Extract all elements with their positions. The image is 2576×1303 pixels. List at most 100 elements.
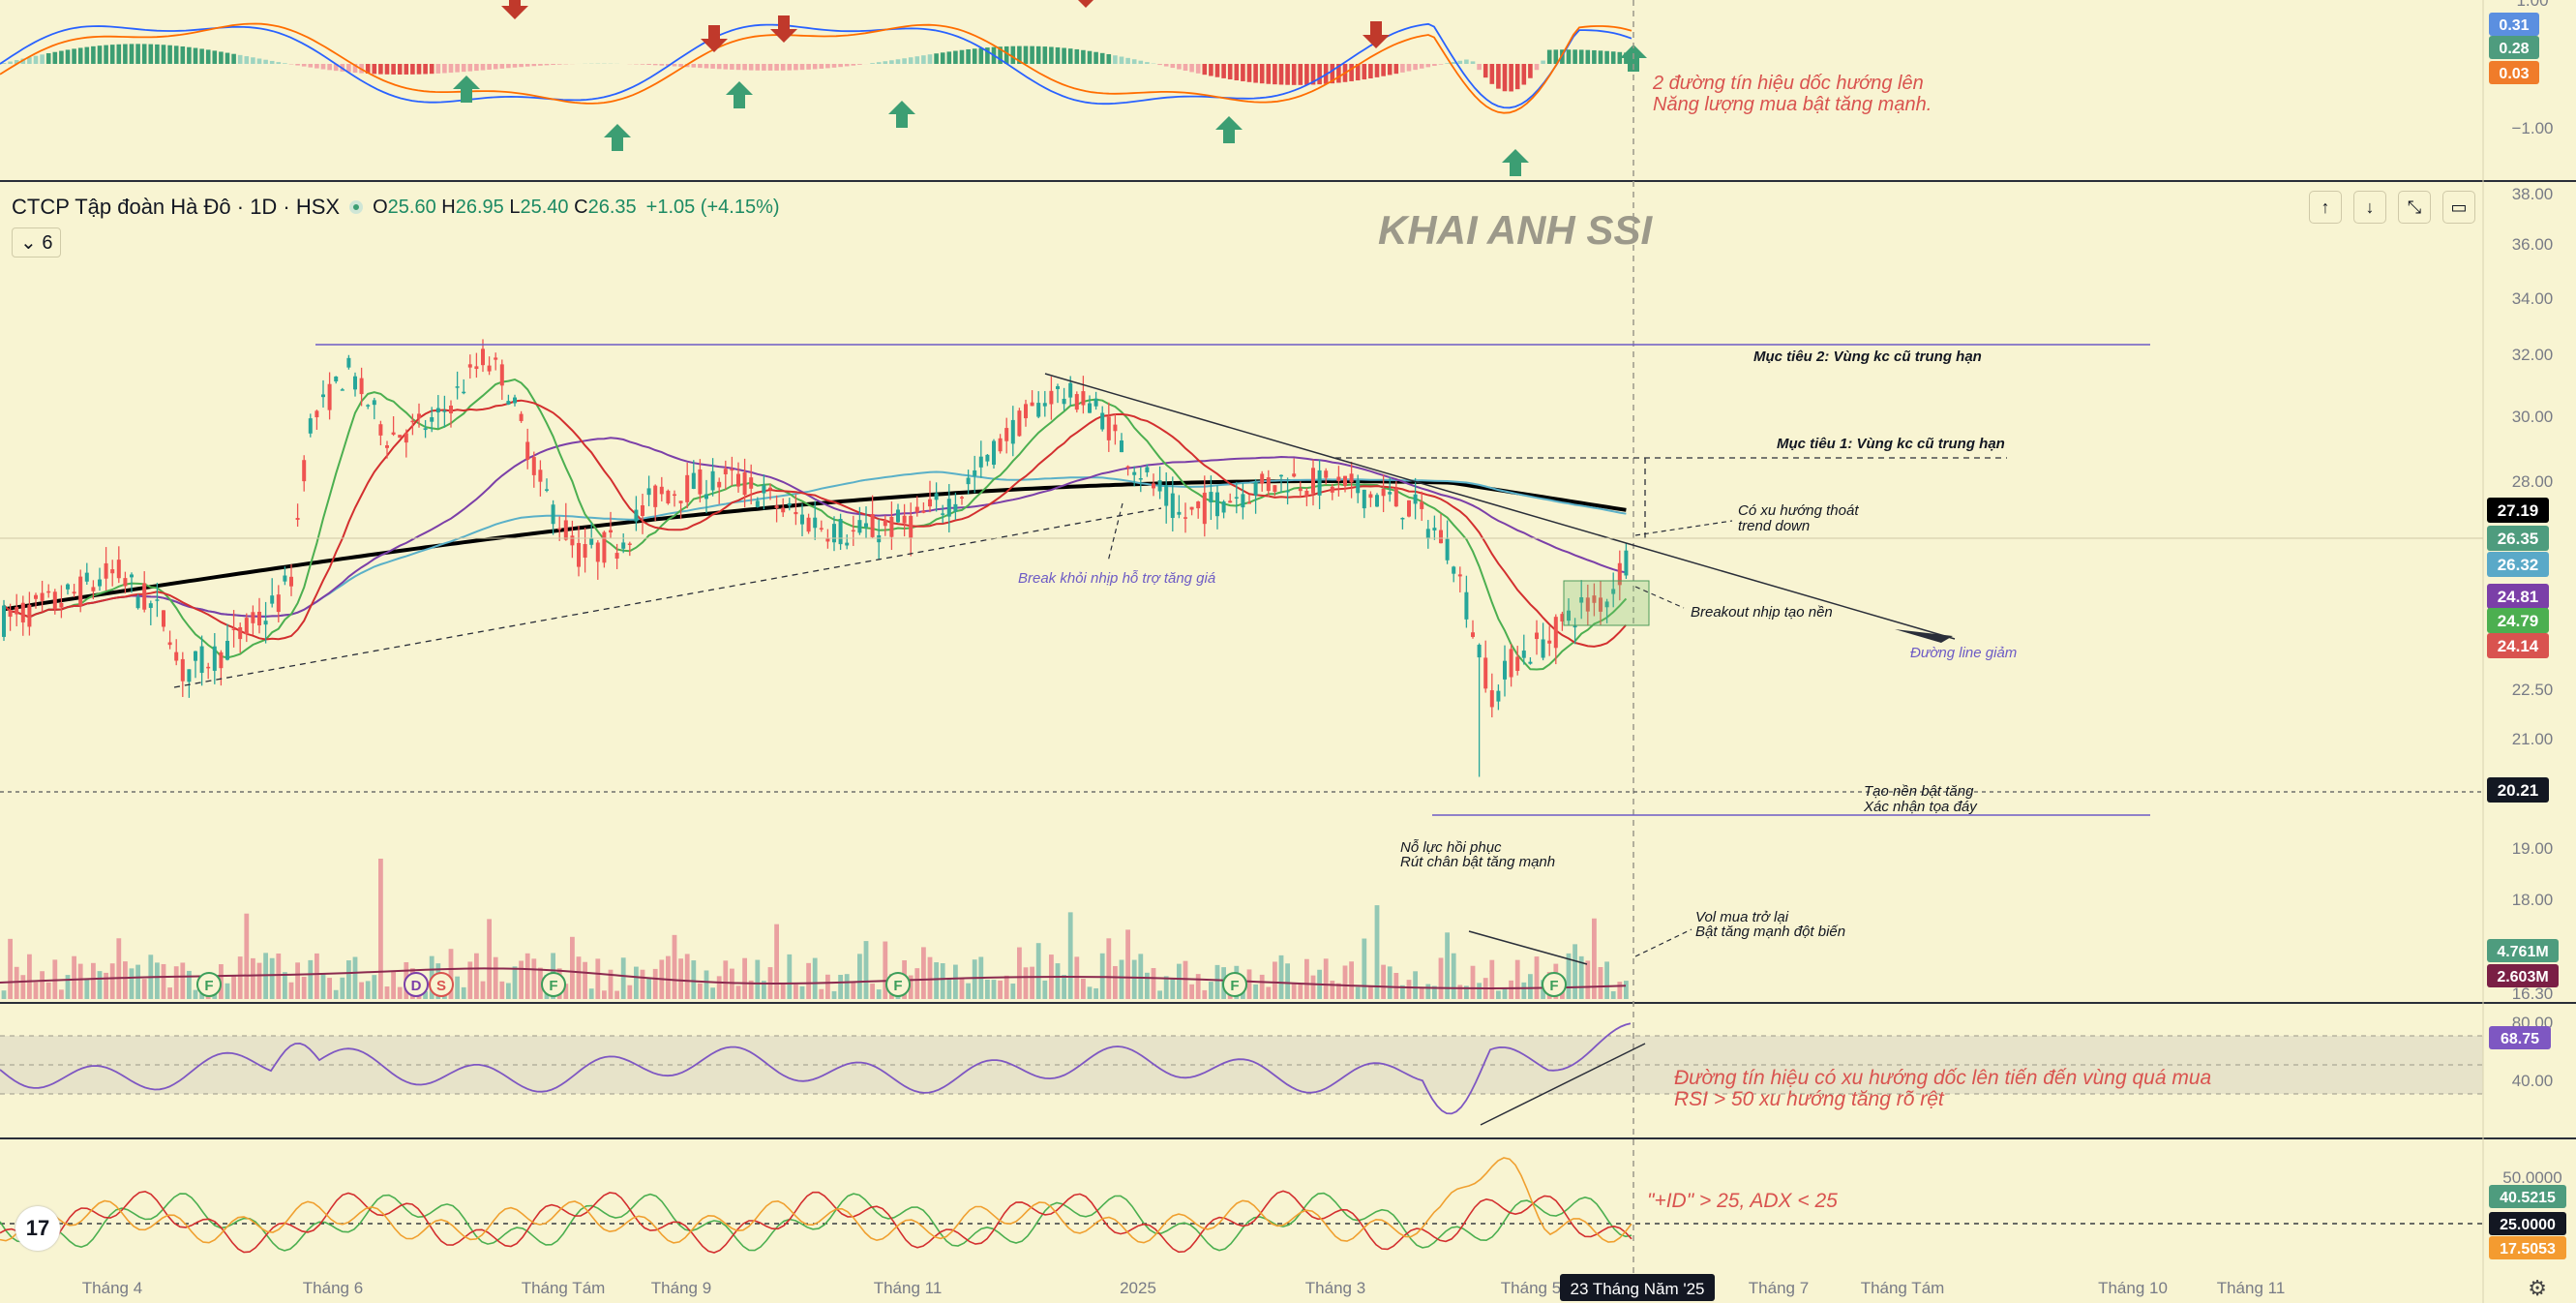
macd-histogram-bar <box>244 56 250 64</box>
candle <box>1088 395 1092 413</box>
price-axis-tick: 28.00 <box>2512 472 2554 491</box>
candle <box>225 623 229 661</box>
rsi-pane <box>0 1022 2483 1115</box>
price-axis-tick: 38.00 <box>2512 185 2554 203</box>
crosshair-date-tag: 23 Tháng Năm '25 <box>1560 1274 1715 1301</box>
macd-value-tag: 0.28 <box>2489 36 2539 59</box>
candle <box>52 589 57 615</box>
time-axis-tick: 2025 <box>1120 1279 1156 1297</box>
volume-bar <box>563 984 569 999</box>
volume-bar <box>1042 980 1048 999</box>
maximize-icon[interactable]: ▭ <box>2442 191 2475 224</box>
macd-histogram-bar <box>953 50 958 64</box>
chart-annotation: Mục tiêu 1: Vùng kc cũ trung hạn <box>1777 436 2005 452</box>
volume-bar <box>755 959 761 999</box>
candle-body <box>1579 596 1584 603</box>
candle-body <box>263 621 268 625</box>
volume-bar <box>876 989 882 999</box>
volume-bar <box>1393 973 1399 999</box>
settings-gear-icon[interactable]: ⚙ <box>2528 1276 2547 1300</box>
dmi-value-bg <box>2489 1185 2566 1208</box>
arrow-down-icon[interactable]: ↓ <box>2353 191 2386 224</box>
dmi-pane <box>0 1157 2483 1254</box>
arrow-up-icon[interactable]: ↑ <box>2309 191 2342 224</box>
candle <box>1452 565 1456 583</box>
macd-histogram-bar <box>97 45 103 64</box>
volume-label-tag: 4.761M <box>2487 939 2559 962</box>
candle-body <box>148 603 153 608</box>
candle <box>845 534 850 550</box>
volume-bar <box>8 938 13 999</box>
volume-bar <box>256 962 262 999</box>
pane-toolbar: ↑ ↓ ⤡ ▭ <box>2309 191 2475 224</box>
candle-body <box>116 560 121 579</box>
price-label-tag: 24.14 <box>2487 633 2549 658</box>
volume-bar <box>1273 961 1277 999</box>
candle-body <box>531 457 536 475</box>
candle-body <box>494 357 498 360</box>
time-axis-tick: Tháng Tám <box>1861 1279 1945 1297</box>
candle <box>1592 583 1597 617</box>
collapse-icon[interactable]: ⤡ <box>2398 191 2431 224</box>
volume-bar <box>141 979 147 999</box>
candle-body <box>225 640 229 660</box>
candle-body <box>1330 486 1334 493</box>
rsi-value-tag: 68.75 <box>2489 1026 2551 1049</box>
volume-bar <box>646 979 651 999</box>
volume-bar <box>1145 972 1150 999</box>
macd-histogram-bar <box>551 64 555 66</box>
volume-bar <box>608 969 614 999</box>
macd-histogram-bar <box>109 45 115 64</box>
candle-body <box>155 599 160 601</box>
chart-annotation: trend down <box>1738 518 1810 534</box>
volume-bar <box>231 976 236 999</box>
candle-body <box>1585 597 1590 612</box>
candle <box>135 593 140 610</box>
candle <box>91 580 96 600</box>
price-label-tag: 26.35 <box>2487 526 2549 551</box>
volume-bar <box>1528 974 1533 999</box>
candle-body <box>167 642 172 646</box>
symbol-title: CTCP Tập đoàn Hà Đô · 1D · HSX <box>12 195 341 219</box>
candle-body <box>378 424 383 436</box>
price-label-text: 24.81 <box>2498 588 2539 606</box>
volume-bar <box>1017 947 1022 999</box>
candle-body <box>91 587 96 591</box>
volume-bar <box>397 986 403 999</box>
candle <box>1349 461 1354 499</box>
candle-body <box>449 405 453 414</box>
macd-histogram-bar <box>767 64 773 71</box>
candle-body <box>302 460 307 482</box>
candle <box>583 528 587 573</box>
candle <box>110 560 115 587</box>
candle-body <box>1209 492 1213 503</box>
macd-histogram-bar <box>1298 64 1303 85</box>
volume-bar <box>634 966 639 999</box>
time-axis-tick: Tháng 9 <box>651 1279 711 1297</box>
indicator-collapse-button[interactable]: ⌄ 6 <box>12 227 62 258</box>
candle <box>519 410 524 423</box>
volume-bar <box>1246 969 1252 999</box>
candle-body <box>219 652 224 669</box>
candle-body <box>742 472 747 496</box>
chart-annotation: Bật tăng mạnh đột biến <box>1695 924 1845 940</box>
macd-histogram-bar <box>691 64 697 68</box>
event-label: F <box>549 978 557 994</box>
buy-arrow-icon <box>888 101 915 128</box>
volume-bar <box>1285 963 1290 999</box>
candle-body <box>609 530 613 533</box>
volume-bar <box>1489 959 1495 999</box>
candle <box>1489 673 1494 718</box>
volume-bar <box>455 976 460 999</box>
symbol-legend[interactable]: CTCP Tập đoàn Hà Đô · 1D · HSX O25.60 H2… <box>12 195 780 220</box>
candle-body <box>992 440 996 465</box>
macd-histogram-bar <box>263 59 268 64</box>
volume-bar <box>723 960 729 999</box>
tradingview-logo-icon[interactable]: 17 <box>15 1206 60 1251</box>
macd-histogram-bar <box>1541 60 1545 64</box>
volume-bar <box>1400 985 1405 999</box>
sell-arrow-icon <box>501 0 528 19</box>
candle-body <box>506 401 511 405</box>
